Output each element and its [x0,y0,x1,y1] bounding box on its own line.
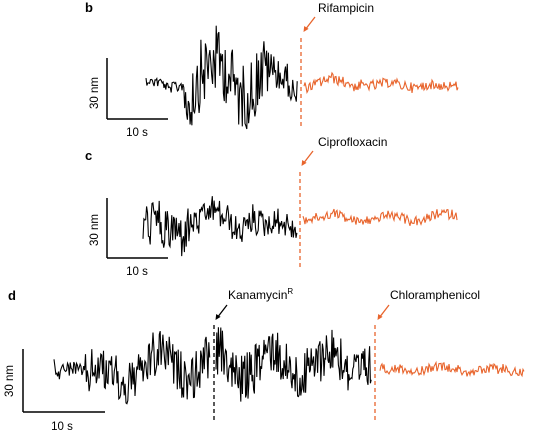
panel-d-trace-after-chloramphenicol [379,360,525,378]
panel-c-scale-bar: 30 nm 10 s [89,198,168,278]
panel-d-trace-after-kanamycin [215,327,372,402]
panel-b-trace-after [303,71,459,95]
panel-b-x-scale-label: 10 s [126,127,148,139]
panel-d-trace-before [53,331,211,405]
panel-c-annotation: Ciprofloxacin [318,135,387,149]
panel-b-scale-bar: 30 nm 10 s [89,58,168,139]
panel-b-arrow-icon [303,16,316,32]
panel-b-letter: b [85,0,93,15]
panel-c-trace-before [142,196,298,257]
panel-d-x-scale-label: 10 s [51,421,73,433]
panel-c-trace-after [302,208,458,226]
panel-d-annotation-1: KanamycinR [228,287,293,302]
panel-b-annotation: Rifampicin [318,1,374,15]
panel-c-arrow-icon [301,150,314,166]
panel-d-letter: d [8,288,16,303]
panel-c-y-scale-label: 30 nm [89,214,101,246]
panel-d-annotation-2: Chloramphenicol [390,288,480,302]
panel-b-y-scale-label: 30 nm [89,77,101,109]
panel-d-orange-arrow-icon [377,304,390,320]
panel-c-x-scale-label: 10 s [126,266,148,278]
panel-d-scale-bar: 30 nm 10 s [4,349,105,433]
panel-d-y-scale-label: 30 nm [4,365,16,397]
panel-c-letter: c [85,148,92,163]
panel-b-trace-before [145,25,298,130]
panel-d-black-arrow-icon [215,304,228,320]
